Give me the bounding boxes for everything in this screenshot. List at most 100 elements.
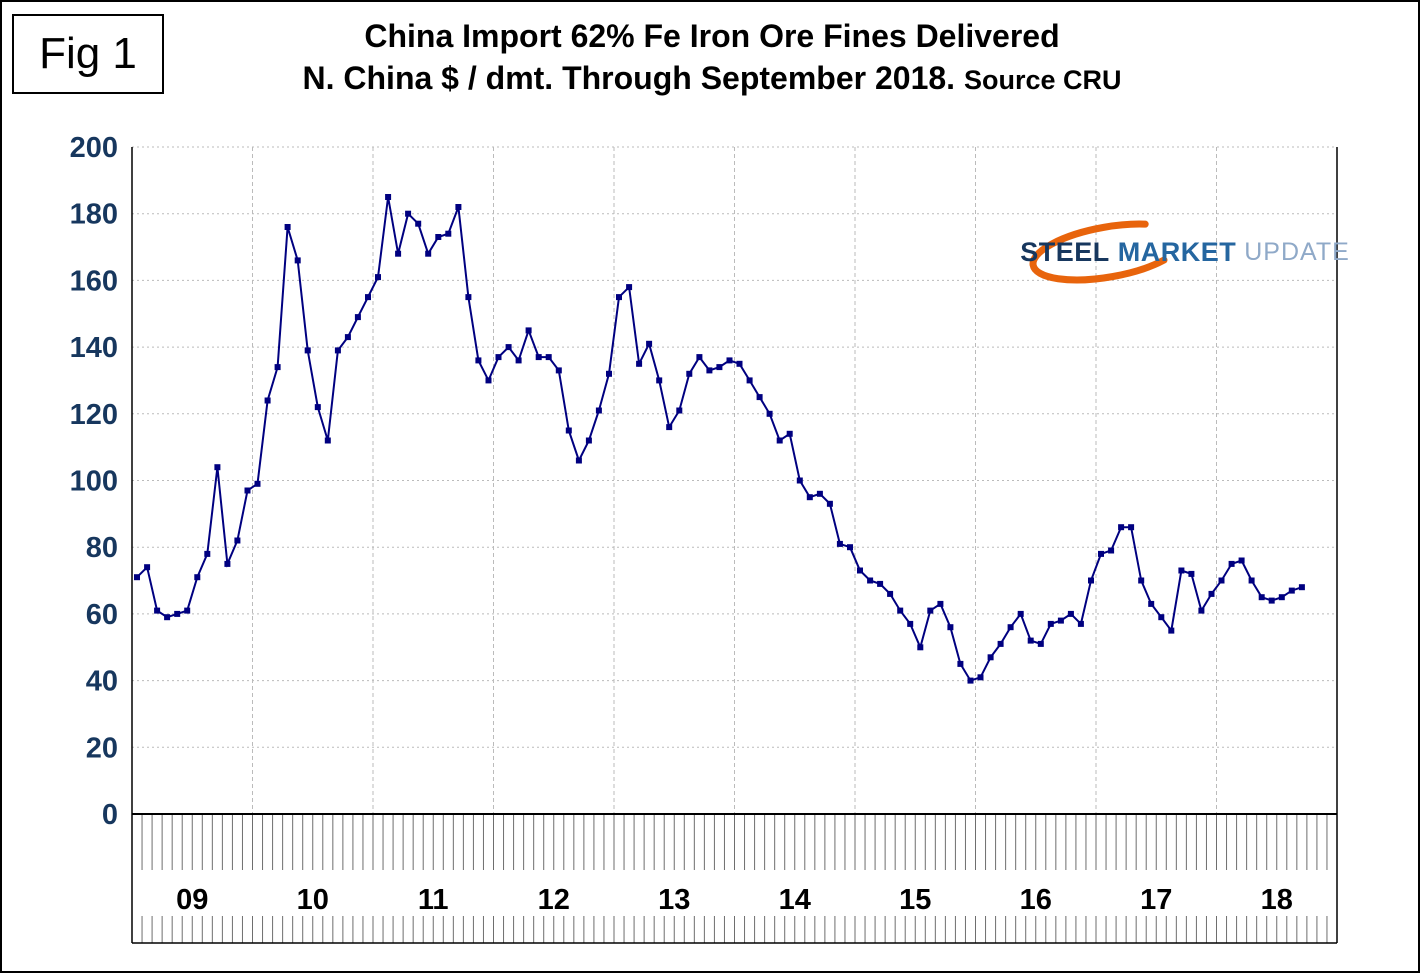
- y-axis-labels: 0 20 40 60 80 100 120 140 160 180 200: [70, 132, 118, 831]
- data-point-marker: [535, 354, 542, 361]
- data-point-marker: [1077, 620, 1084, 627]
- data-point-marker: [324, 437, 331, 444]
- data-point-marker: [1118, 524, 1125, 531]
- data-point-marker: [967, 677, 974, 684]
- figure-label-box: Fig 1: [12, 14, 164, 94]
- data-point-marker: [495, 354, 502, 361]
- data-point-marker: [646, 340, 653, 347]
- data-point-marker: [937, 600, 944, 607]
- data-point-marker: [174, 610, 181, 617]
- data-point-marker: [847, 544, 853, 551]
- logo-word-market: MARKET: [1117, 236, 1237, 267]
- data-point-marker: [314, 404, 321, 411]
- data-point-marker: [756, 394, 763, 401]
- chart-title-line1: China Import 62% Fe Iron Ore Fines Deliv…: [364, 18, 1060, 54]
- data-point-marker: [806, 494, 813, 501]
- data-point-marker: [626, 284, 633, 291]
- data-point-marker: [354, 314, 361, 321]
- data-point-marker: [475, 357, 482, 364]
- data-point-marker: [395, 250, 402, 257]
- svg-text:0: 0: [102, 799, 118, 831]
- chart-title-line2-text: N. China $ / dmt. Through September 2018…: [302, 59, 956, 96]
- data-point-marker: [154, 607, 161, 614]
- data-point-marker: [1278, 594, 1285, 601]
- data-point-marker: [686, 370, 693, 377]
- data-point-marker: [134, 574, 140, 581]
- data-point-marker: [857, 567, 863, 574]
- data-point-marker: [887, 590, 894, 597]
- data-point-marker: [1248, 577, 1255, 584]
- data-point-marker: [1228, 560, 1235, 567]
- data-point-marker: [284, 224, 291, 230]
- data-point-marker: [666, 424, 673, 431]
- data-point-marker: [485, 377, 492, 384]
- data-point-marker: [515, 357, 522, 364]
- data-point-marker: [555, 367, 562, 374]
- data-point-marker: [1298, 584, 1305, 591]
- data-point-marker: [1037, 640, 1044, 647]
- svg-text:09: 09: [176, 884, 208, 916]
- data-point-marker: [344, 334, 351, 341]
- figure-label: Fig 1: [39, 29, 137, 78]
- data-point-marker: [224, 560, 231, 567]
- data-point-marker: [505, 344, 512, 351]
- data-point-marker: [1178, 567, 1185, 574]
- data-series: [134, 194, 1305, 684]
- data-point-marker: [294, 257, 301, 264]
- data-point-marker: [274, 364, 281, 371]
- data-point-marker: [656, 377, 663, 384]
- chart-title-line2: N. China $ / dmt. Through September 2018…: [172, 58, 1252, 100]
- data-point-marker: [1128, 524, 1135, 531]
- steel-market-update-logo: STEEL MARKET UPDATE: [1020, 220, 1349, 284]
- svg-text:10: 10: [297, 884, 329, 916]
- data-point-marker: [385, 194, 392, 200]
- x-axis-labels: 09 10 11 12 13 14 15 16 17 18: [176, 884, 1293, 916]
- data-point-marker: [877, 580, 884, 587]
- data-point-marker: [244, 487, 251, 494]
- data-point-marker: [836, 540, 843, 547]
- data-point-marker: [194, 574, 201, 581]
- data-point-marker: [1158, 614, 1165, 621]
- data-point-marker: [1268, 597, 1275, 604]
- data-point-marker: [204, 550, 211, 557]
- svg-text:20: 20: [86, 732, 118, 764]
- svg-text:11: 11: [418, 884, 449, 916]
- svg-text:12: 12: [538, 884, 570, 916]
- month-ticks: [131, 815, 1338, 943]
- data-point-marker: [304, 347, 311, 354]
- data-point-marker: [1027, 637, 1034, 644]
- data-point-marker: [184, 607, 191, 614]
- data-point-marker: [405, 210, 412, 217]
- data-point-marker: [254, 480, 261, 487]
- data-point-marker: [907, 620, 914, 627]
- data-point-marker: [264, 397, 271, 404]
- svg-text:60: 60: [86, 599, 118, 631]
- data-point-marker: [455, 204, 462, 210]
- data-point-marker: [545, 354, 552, 361]
- data-point-marker: [816, 490, 823, 497]
- data-point-marker: [1258, 594, 1265, 601]
- data-point-marker: [746, 377, 753, 384]
- data-point-marker: [525, 327, 532, 334]
- data-point-marker: [415, 220, 422, 227]
- data-point-marker: [716, 364, 723, 371]
- data-point-marker: [957, 660, 964, 667]
- data-point-marker: [776, 437, 783, 444]
- data-point-marker: [606, 370, 612, 377]
- data-point-marker: [1168, 627, 1175, 634]
- svg-text:18: 18: [1261, 884, 1293, 916]
- data-point-marker: [726, 357, 733, 364]
- data-point-marker: [796, 477, 803, 484]
- data-point-marker: [676, 407, 683, 414]
- data-point-marker: [766, 410, 773, 417]
- data-point-marker: [1067, 610, 1074, 617]
- data-point-marker: [595, 407, 602, 414]
- data-point-marker: [234, 537, 241, 544]
- data-point-marker: [1208, 590, 1215, 597]
- svg-text:140: 140: [70, 332, 118, 364]
- data-point-marker: [1138, 577, 1145, 584]
- data-point-marker: [214, 464, 221, 471]
- chart-source: Source CRU: [963, 64, 1122, 95]
- svg-text:200: 200: [70, 132, 118, 164]
- svg-text:100: 100: [70, 466, 118, 498]
